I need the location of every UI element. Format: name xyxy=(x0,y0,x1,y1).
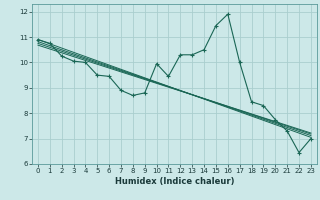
X-axis label: Humidex (Indice chaleur): Humidex (Indice chaleur) xyxy=(115,177,234,186)
